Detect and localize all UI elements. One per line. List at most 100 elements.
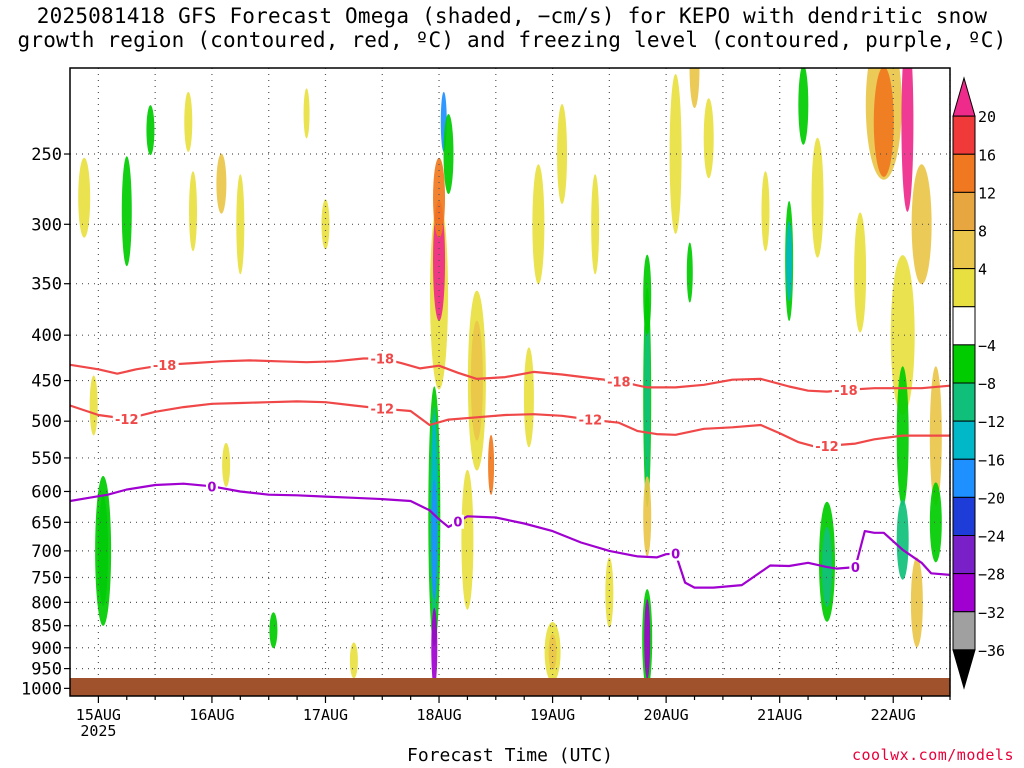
omega-blob (703, 98, 714, 179)
title-line-2: growth region (contoured, red, ºC) and f… (17, 28, 1007, 52)
contour-label: -12 (579, 414, 603, 429)
omega-blob (689, 68, 700, 108)
colorbar-label: 16 (978, 146, 996, 164)
colorbar-segment (952, 153, 976, 193)
colorbar-segment (952, 76, 976, 117)
x-tick-label: 15AUG (76, 706, 121, 724)
chart-title: 2025081418 GFS Forecast Omega (shaded, −… (0, 4, 1024, 52)
colorbar-segment (952, 115, 976, 155)
colorbar-segment (952, 191, 976, 231)
contour-line-minus12 (70, 400, 950, 449)
omega-blob (798, 68, 809, 145)
contour-label: -12 (815, 440, 839, 455)
contour-label-bg (831, 382, 860, 397)
omega-blob (669, 74, 682, 235)
colorbar-label: −24 (978, 528, 1005, 546)
colorbar-label: 4 (978, 261, 987, 279)
contour-label: 0 (207, 480, 216, 495)
omega-blob (929, 482, 942, 563)
x-tick-label: 21AUG (757, 706, 802, 724)
x-tick-label: 19AUG (530, 706, 575, 724)
y-tick-label: 450 (31, 372, 62, 392)
omega-blob (854, 212, 867, 333)
ground-terrain (70, 678, 950, 696)
omega-blob (78, 157, 91, 238)
y-tick-label: 300 (31, 215, 62, 235)
contour-label: -18 (371, 353, 395, 368)
y-tick-label: 1000 (21, 679, 62, 699)
colorbar-segment (952, 573, 976, 613)
omega-blob (896, 499, 909, 580)
colorbar: 20 16 12 8 4 −4 −8 −12 −16 −20 −24 −28 −32 −36 (952, 76, 1005, 690)
contour-label-bg (576, 412, 605, 427)
colorbar-segment (952, 306, 976, 346)
omega-blob (644, 599, 651, 680)
colorbar-segment (952, 230, 976, 270)
y-tick-label: 250 (31, 145, 62, 165)
y-axis: 2503003504004505005506006507007508008509… (21, 145, 70, 699)
omega-blob (890, 255, 915, 416)
colorbar-segment (952, 344, 976, 384)
x-tick-label: 2025 (80, 722, 116, 740)
y-tick-label: 550 (31, 449, 62, 469)
contour-label-bg (368, 401, 397, 416)
x-axis-label: Forecast Time (UTC) (407, 745, 613, 766)
colorbar-label: −16 (978, 451, 1005, 469)
y-tick-label: 700 (31, 542, 62, 562)
omega-blob (216, 153, 227, 214)
plot-frame (69, 67, 951, 697)
contour-label-bg (150, 357, 179, 372)
contour-label: 0 (851, 561, 860, 576)
colorbar-segment (952, 649, 976, 690)
colorbar-segment (952, 535, 976, 575)
contour-label: 0 (453, 516, 462, 531)
colorbar-label: 20 (978, 108, 996, 126)
omega-blob (643, 476, 652, 557)
x-tick-label: 22AUG (871, 706, 916, 724)
contour-label-bg (112, 411, 141, 426)
omega-blob (236, 174, 245, 275)
x-tick-label: 20AUG (644, 706, 689, 724)
contour-label-bg (451, 514, 464, 529)
colorbar-segment (952, 268, 976, 308)
y-tick-label: 600 (31, 482, 62, 502)
contour-line-minus18 (70, 357, 950, 393)
x-tick-label: 18AUG (416, 706, 461, 724)
colorbar-label: −4 (978, 337, 996, 355)
colorbar-segment (952, 458, 976, 498)
contour-label-bg (812, 439, 841, 454)
omega-blob (911, 164, 932, 285)
contour-label: -12 (371, 403, 395, 418)
colorbar-segment (952, 611, 976, 651)
omega-blob (431, 607, 438, 688)
y-tick-label: 900 (31, 639, 62, 659)
contour-lines: -18 -18 -18 -18 -12 -12 -12 -12 0 0 0 0 (70, 351, 950, 589)
y-tick-label: 350 (31, 275, 62, 295)
contour-label: -12 (115, 413, 139, 428)
title-line-1: 2025081418 GFS Forecast Omega (shaded, −… (36, 4, 988, 28)
omega-blob (591, 174, 600, 275)
colorbar-label: −32 (978, 604, 1005, 622)
colorbar-label: −12 (978, 413, 1005, 431)
omega-blob (146, 105, 155, 156)
y-tick-label: 400 (31, 326, 62, 346)
omega-blob (433, 157, 446, 238)
colorbar-segment (952, 382, 976, 422)
contour-label-bg (849, 560, 862, 575)
omega-blob (189, 171, 198, 252)
credit-link[interactable]: coolwx.com/models (851, 746, 1014, 764)
omega-blob (811, 137, 824, 258)
omega-blob (761, 171, 770, 252)
colorbar-segment (952, 420, 976, 460)
omega-blob (786, 221, 793, 302)
omega-blob (605, 557, 614, 628)
omega-blob (523, 347, 534, 448)
contour-line-0 (70, 482, 950, 589)
omega-blob (184, 91, 193, 152)
contour-label: -18 (834, 384, 858, 399)
omega-blob (686, 242, 693, 303)
omega-blob (644, 307, 651, 488)
omega-blob (901, 68, 914, 212)
